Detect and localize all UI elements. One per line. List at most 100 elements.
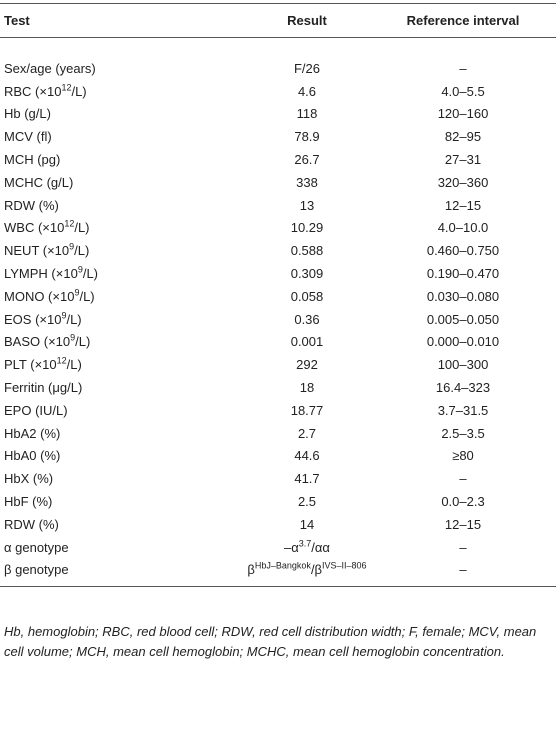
table-row: HbX (%) 41.7 – (0, 467, 556, 490)
table-cell: 0.190–0.470 (426, 266, 500, 282)
superscript: 9 (70, 333, 76, 344)
table-row: HbA2 (%) 2.7 2.5–3.5 (0, 422, 556, 445)
cell-text: LYMPH (×10 (4, 266, 78, 282)
table-cell: –α3.7/αα (244, 536, 370, 559)
table-row: RDW (%) 13 12–15 (0, 194, 556, 217)
table-cell: Ferritin (μg/L) (4, 380, 83, 396)
table-cell: 0.058 (290, 288, 324, 304)
table-cell: 292 (296, 357, 318, 373)
results-table: Test Result Reference interval Sex/age (ye… (0, 3, 556, 587)
table-cell: MCHC (g/L) (4, 174, 74, 190)
superscript: 9 (61, 310, 67, 321)
cell-text: RBC (×10 (4, 83, 62, 99)
superscript: 9 (74, 287, 80, 298)
table-cell: 18.77 (290, 402, 324, 418)
superscript: 12 (64, 219, 75, 230)
footnote: Hb, hemoglobin; RBC, red blood cell; RDW… (4, 624, 537, 659)
table-cell: 0.588 (290, 243, 324, 259)
table-cell: 338 (296, 174, 318, 190)
table-cell: EPO (IU/L) (4, 402, 68, 418)
table-cell: 12–15 (444, 516, 482, 532)
table-cell: 2.7 (297, 425, 317, 441)
cell-text: MONO (×10 (4, 288, 75, 304)
cell-text: /αα (311, 539, 330, 555)
table-cell: 44.6 (294, 448, 320, 464)
cell-text: /L) (66, 357, 82, 373)
table-cell: 320–360 (437, 174, 489, 190)
table-header: Test Result Reference interval (0, 3, 556, 38)
cell-text: /L) (79, 288, 95, 304)
table-cell: LYMPH (×109/L) (0, 262, 244, 285)
table-cell: 0.000–0.010 (426, 334, 500, 350)
table-cell: F/26 (293, 60, 320, 76)
cell-text: /L) (66, 311, 82, 327)
table-body: Sex/age (years) F/26– RBC (×1012/L) 4.6 4.0–… (0, 38, 556, 587)
table-cell: MCV (fl) (4, 129, 52, 145)
table-row: β genotype βHbJ–Bangkok/βIVS–II–806 – (0, 559, 556, 587)
table-cell: RDW (%) (4, 197, 59, 213)
table-row: BASO (×109/L) 0.001 0.000–0.010 (0, 331, 556, 354)
header-cell: Result (244, 3, 370, 38)
table-row: EPO (IU/L) 18.77 3.7–31.5 (0, 399, 556, 422)
header-row: Test Result Reference interval (0, 3, 556, 38)
cell-text: –α (284, 539, 299, 555)
superscript: IVS–II–806 (322, 561, 367, 572)
table-cell: 12–15 (444, 197, 482, 213)
cell-text: /L) (74, 220, 90, 236)
table-row: EOS (×109/L) 0.36 0.005–0.050 (0, 308, 556, 331)
table-row: NEUT (×109/L) 0.588 0.460–0.750 (0, 239, 556, 262)
cell-text: BASO (×10 (4, 334, 71, 350)
table-cell: Hb (g/L) (4, 106, 51, 122)
superscript: 12 (61, 82, 72, 93)
table-cell: 13 (299, 197, 315, 213)
table-cell: 26.7 (294, 152, 320, 168)
table-cell: MCH (pg) (4, 152, 61, 168)
table-row: MCV (fl) 78.9 82–95 (0, 125, 556, 148)
table-row: RBC (×1012/L) 4.6 4.0–5.5 (0, 80, 556, 103)
cell-text: /L) (75, 334, 91, 350)
table-row: RDW (%) 14 12–15 (0, 513, 556, 536)
table-row: PLT (×1012/L) 292 100–300 (0, 353, 556, 376)
table-cell: 41.7 (294, 471, 320, 487)
header-cell: Test (0, 3, 244, 38)
table-cell: 118 (296, 106, 318, 122)
table-row: MCH (pg) 26.7 27–31 (0, 148, 556, 171)
table-row: HbA0 (%) 44.6 ≥80 (0, 445, 556, 468)
table-row: Hb (g/L) 118 120–160 (0, 103, 556, 126)
table-cell: 18 (299, 380, 315, 396)
table-row: Sex/age (years) F/26 – (0, 38, 556, 80)
superscript: 9 (69, 241, 75, 252)
table-cell: ≥80 (452, 448, 474, 464)
cell-text: /L) (71, 83, 87, 99)
table-cell: 14 (299, 516, 315, 532)
table-cell: 0.030–0.080 (426, 288, 500, 304)
table-cell: 4.6 (297, 83, 317, 99)
table-row: LYMPH (×109/L) 0.309 0.190–0.470 (0, 262, 556, 285)
table-cell: RBC (×1012/L) (0, 80, 244, 103)
table-row: MCHC (g/L) 338 320–360 (0, 171, 556, 194)
table-cell: 4.0–5.5 (441, 83, 485, 99)
table-cell: – (459, 60, 467, 76)
cell-text: EOS (×10 (4, 311, 62, 327)
cell-text: /β (310, 562, 323, 578)
table-cell: 2.5–3.5 (441, 425, 485, 441)
table-row: MONO (×109/L) 0.058 0.030–0.080 (0, 285, 556, 308)
table-cell: RDW (%) (4, 516, 59, 532)
superscript: 9 (77, 264, 83, 275)
table-cell: MONO (×109/L) (0, 285, 244, 308)
table-cell: 2.5 (297, 494, 317, 510)
table-cell: EOS (×109/L) (0, 308, 244, 331)
cell-text: WBC (×10 (4, 220, 65, 236)
table-cell: HbA2 (%) (4, 425, 61, 441)
table-cell: Sex/age (years) (4, 60, 96, 76)
header-cell: Reference interval (370, 3, 556, 38)
cell-text: PLT (×10 (4, 357, 57, 373)
table-cell: WBC (×1012/L) (0, 217, 244, 240)
table-cell: 78.9 (294, 129, 320, 145)
cell-text: β (247, 562, 255, 578)
superscript: 3.7 (298, 538, 312, 549)
table-cell: α genotype (4, 539, 69, 555)
table-cell: 100–300 (437, 357, 489, 373)
table-cell: 82–95 (444, 129, 482, 145)
table-cell: 0.005–0.050 (426, 311, 500, 327)
